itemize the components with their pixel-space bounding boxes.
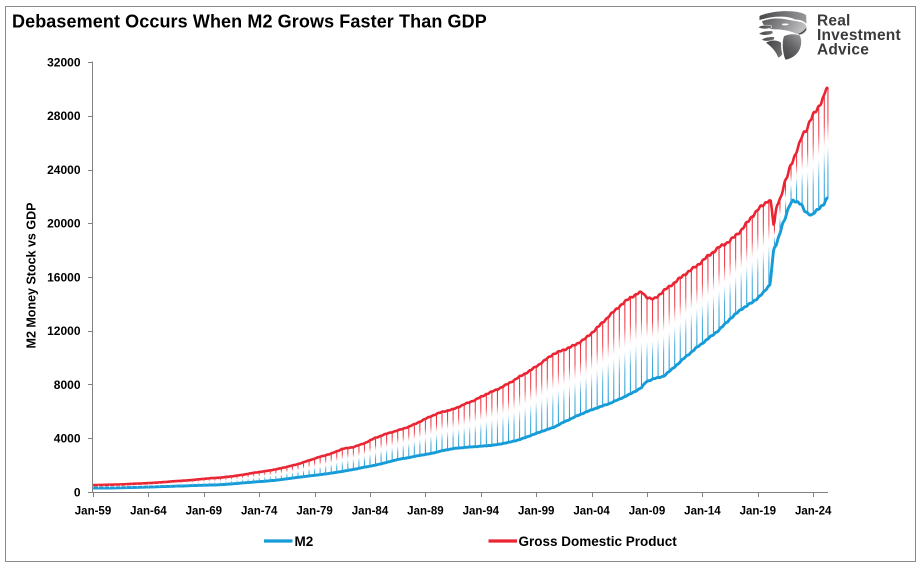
svg-text:8000: 8000 bbox=[54, 378, 81, 392]
svg-text:Jan-24: Jan-24 bbox=[795, 506, 832, 518]
svg-text:Jan-19: Jan-19 bbox=[740, 506, 776, 518]
svg-text:Debasement Occurs When M2 Grow: Debasement Occurs When M2 Grows Faster T… bbox=[12, 12, 487, 32]
svg-text:Jan-09: Jan-09 bbox=[629, 506, 665, 518]
svg-text:Gross Domestic Product: Gross Domestic Product bbox=[519, 534, 678, 549]
svg-text:Jan-84: Jan-84 bbox=[352, 506, 389, 518]
svg-text:Jan-69: Jan-69 bbox=[186, 506, 222, 518]
svg-text:Advice: Advice bbox=[817, 41, 869, 58]
svg-text:28000: 28000 bbox=[47, 109, 81, 123]
svg-text:4000: 4000 bbox=[54, 432, 81, 446]
svg-text:Jan-64: Jan-64 bbox=[130, 506, 167, 518]
svg-text:Jan-04: Jan-04 bbox=[573, 506, 610, 518]
svg-text:Jan-14: Jan-14 bbox=[684, 506, 721, 518]
svg-text:32000: 32000 bbox=[47, 55, 81, 69]
svg-text:Jan-89: Jan-89 bbox=[407, 506, 443, 518]
svg-text:Jan-79: Jan-79 bbox=[296, 506, 332, 518]
svg-text:Jan-99: Jan-99 bbox=[518, 506, 554, 518]
svg-text:Real: Real bbox=[817, 13, 851, 30]
svg-text:20000: 20000 bbox=[47, 217, 81, 231]
svg-text:24000: 24000 bbox=[47, 163, 81, 177]
svg-text:M2: M2 bbox=[295, 534, 314, 549]
svg-text:Jan-59: Jan-59 bbox=[75, 506, 111, 518]
svg-text:Investment: Investment bbox=[817, 27, 901, 44]
svg-text:Jan-74: Jan-74 bbox=[241, 506, 278, 518]
svg-text:0: 0 bbox=[74, 485, 81, 499]
svg-text:M2 Money Stock vs GDP: M2 Money Stock vs GDP bbox=[25, 203, 39, 349]
svg-text:12000: 12000 bbox=[47, 324, 81, 338]
svg-text:Jan-94: Jan-94 bbox=[463, 506, 500, 518]
svg-text:16000: 16000 bbox=[47, 270, 81, 284]
